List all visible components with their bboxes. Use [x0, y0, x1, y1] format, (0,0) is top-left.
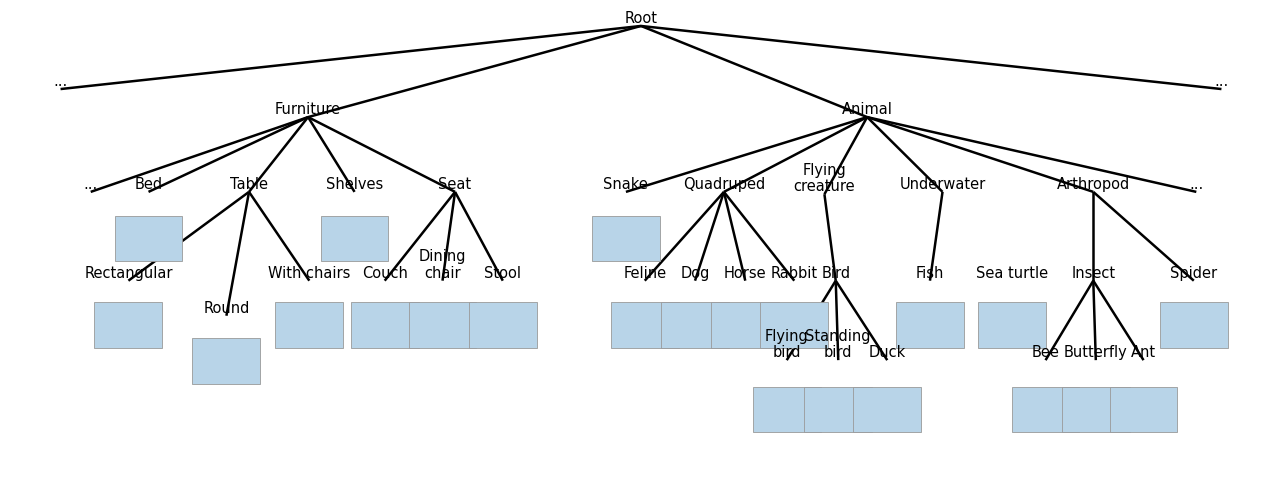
Text: Dining
chair: Dining chair — [419, 249, 467, 280]
Text: Bed: Bed — [135, 177, 163, 192]
Text: Rectangular: Rectangular — [85, 266, 173, 280]
Text: With chairs: With chairs — [268, 266, 350, 280]
FancyBboxPatch shape — [804, 387, 872, 432]
Text: Rabbit: Rabbit — [770, 266, 818, 280]
Text: Ant: Ant — [1131, 345, 1156, 360]
Text: Horse: Horse — [724, 266, 767, 280]
FancyBboxPatch shape — [978, 303, 1046, 348]
FancyBboxPatch shape — [1061, 387, 1129, 432]
Text: Furniture: Furniture — [276, 102, 341, 117]
Text: Couch: Couch — [362, 266, 408, 280]
Text: Snake: Snake — [604, 177, 649, 192]
FancyBboxPatch shape — [1110, 387, 1177, 432]
Text: Insect: Insect — [1072, 266, 1115, 280]
FancyBboxPatch shape — [610, 303, 678, 348]
Text: Root: Root — [624, 11, 658, 26]
Text: Arthropod: Arthropod — [1056, 177, 1129, 192]
Text: Table: Table — [229, 177, 268, 192]
Text: Duck: Duck — [869, 345, 906, 360]
Text: Feline: Feline — [623, 266, 667, 280]
Text: Bee: Bee — [1032, 345, 1059, 360]
Text: Flying
bird: Flying bird — [765, 329, 809, 360]
Text: ...: ... — [1214, 74, 1228, 89]
Text: Sea turtle: Sea turtle — [976, 266, 1047, 280]
Text: Quadruped: Quadruped — [683, 177, 765, 192]
FancyBboxPatch shape — [276, 303, 344, 348]
Text: Flying
creature: Flying creature — [794, 163, 855, 194]
Text: ...: ... — [83, 177, 97, 192]
FancyBboxPatch shape — [469, 303, 537, 348]
FancyBboxPatch shape — [409, 303, 477, 348]
FancyBboxPatch shape — [95, 303, 163, 348]
FancyBboxPatch shape — [760, 303, 828, 348]
FancyBboxPatch shape — [192, 338, 260, 384]
Text: Bird: Bird — [822, 266, 850, 280]
Text: Stool: Stool — [485, 266, 522, 280]
Text: Seat: Seat — [438, 177, 472, 192]
Text: Shelves: Shelves — [326, 177, 383, 192]
Text: Butterfly: Butterfly — [1064, 345, 1128, 360]
FancyBboxPatch shape — [662, 303, 729, 348]
Text: Standing
bird: Standing bird — [805, 329, 870, 360]
FancyBboxPatch shape — [592, 216, 660, 261]
Text: Round: Round — [204, 301, 250, 316]
Text: ...: ... — [1190, 177, 1204, 192]
FancyBboxPatch shape — [712, 303, 779, 348]
Text: Underwater: Underwater — [900, 177, 986, 192]
FancyBboxPatch shape — [114, 216, 182, 261]
FancyBboxPatch shape — [351, 303, 419, 348]
Text: Fish: Fish — [915, 266, 944, 280]
FancyBboxPatch shape — [320, 216, 388, 261]
Text: ...: ... — [54, 74, 68, 89]
FancyBboxPatch shape — [753, 387, 820, 432]
FancyBboxPatch shape — [854, 387, 922, 432]
FancyBboxPatch shape — [896, 303, 964, 348]
Text: Spider: Spider — [1170, 266, 1218, 280]
Text: Dog: Dog — [681, 266, 710, 280]
Text: Animal: Animal — [842, 102, 892, 117]
FancyBboxPatch shape — [1011, 387, 1079, 432]
FancyBboxPatch shape — [1160, 303, 1228, 348]
